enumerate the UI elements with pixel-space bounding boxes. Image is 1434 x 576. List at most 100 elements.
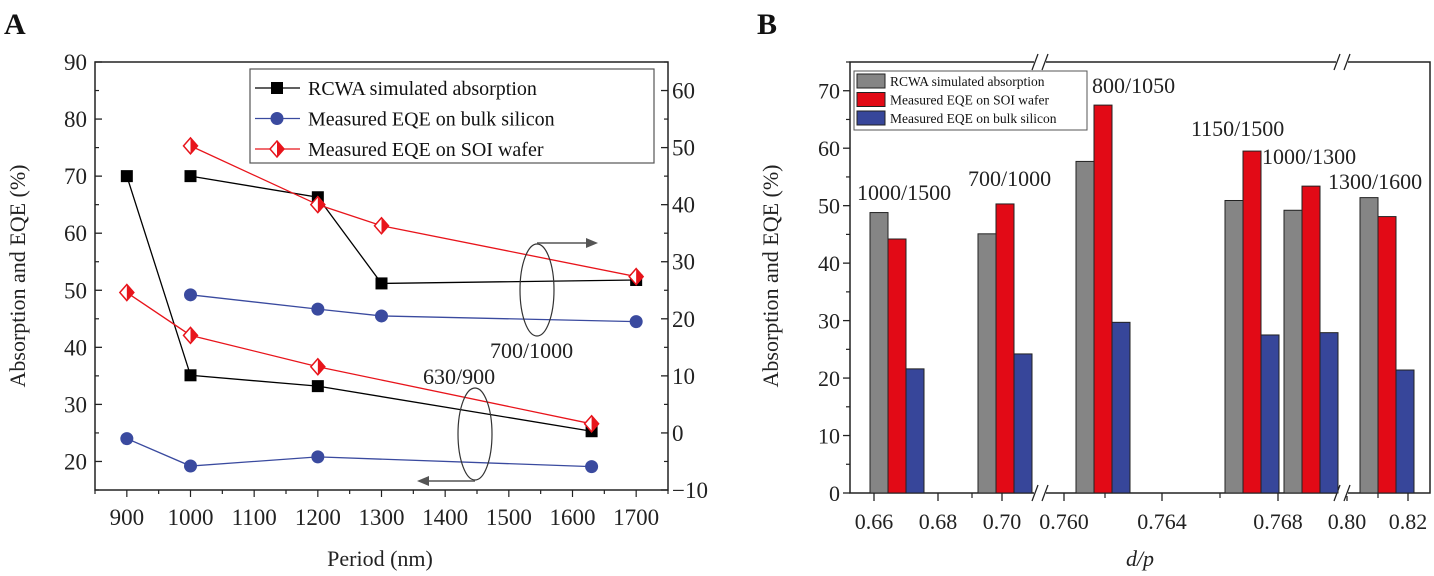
annotation-label: 700/1000 bbox=[490, 338, 573, 363]
panel-a-x-tick-label: 1700 bbox=[613, 505, 659, 530]
axis-break-mark bbox=[1041, 53, 1049, 71]
panel-b-legend bbox=[853, 70, 1088, 131]
axis-break-mark bbox=[1343, 484, 1351, 502]
panel-b-y-tick-label: 70 bbox=[818, 79, 840, 104]
legend-label: Measured EQE on bulk silicon bbox=[890, 111, 1057, 126]
circle-marker bbox=[311, 450, 325, 464]
panel-b-plot-frame bbox=[849, 61, 1431, 494]
axis-break-gap bbox=[1336, 490, 1348, 496]
series-line-rcwa bbox=[190, 175, 637, 285]
bar-soi bbox=[1301, 185, 1321, 494]
bar-rcwa bbox=[1283, 209, 1303, 494]
bar-soi bbox=[1242, 150, 1262, 494]
group-label: 800/1050 bbox=[1092, 73, 1175, 98]
legend-label: RCWA simulated absorption bbox=[308, 78, 537, 100]
panel-b-x-tick-label: 0.82 bbox=[1389, 509, 1428, 534]
panel-a-right-tick-label: −10 bbox=[672, 478, 708, 503]
axis-break-mark bbox=[1343, 53, 1351, 71]
series-line-bulk bbox=[126, 438, 592, 468]
legend-label: Measured EQE on SOI wafer bbox=[308, 139, 544, 161]
bar-rcwa bbox=[1224, 199, 1244, 494]
panel-a-y-axis-title: Absorption and EQE (%) bbox=[5, 164, 30, 387]
bar-rcwa bbox=[1075, 160, 1095, 494]
circle-marker bbox=[375, 309, 388, 323]
bar-rcwa bbox=[977, 233, 997, 494]
panel-label-a: A bbox=[4, 8, 26, 41]
panel-b-y-tick-label: 0 bbox=[829, 481, 840, 506]
legend-label: Measured EQE on SOI wafer bbox=[890, 93, 1049, 108]
half-diamond-marker-fill bbox=[126, 284, 134, 301]
square-marker bbox=[375, 277, 388, 290]
group-label: 1000/1300 bbox=[1262, 144, 1356, 169]
half-diamond-marker-fill bbox=[190, 137, 198, 154]
left-arrow-icon bbox=[417, 476, 429, 486]
panel-b-y-tick-label: 60 bbox=[818, 136, 840, 161]
panel-a-right-tick-label: 50 bbox=[672, 136, 695, 161]
panel-a-left-tick-label: 20 bbox=[64, 449, 87, 474]
right-arrow-icon bbox=[586, 238, 598, 248]
panel-a-right-tick-label: 60 bbox=[672, 79, 695, 104]
panel-a-x-tick-label: 900 bbox=[110, 505, 145, 530]
panel-a-left-tick-label: 40 bbox=[64, 335, 87, 360]
axis-break-gap bbox=[1336, 59, 1348, 65]
series-line-bulk bbox=[190, 294, 637, 323]
bar-bulk bbox=[1111, 321, 1131, 494]
series-line-rcwa bbox=[126, 175, 592, 432]
circle-marker bbox=[270, 112, 284, 125]
half-diamond-marker-fill bbox=[636, 268, 644, 285]
half-diamond-marker-fill bbox=[317, 358, 325, 375]
group-label: 1150/1500 bbox=[1191, 116, 1284, 141]
panel-a-x-tick-label: 1000 bbox=[168, 505, 214, 530]
square-marker bbox=[120, 170, 133, 183]
bar-bulk bbox=[1260, 334, 1280, 494]
axis-break-mark bbox=[1333, 53, 1341, 71]
panel-a-x-axis-title: Period (nm) bbox=[327, 546, 433, 571]
bar-soi bbox=[1377, 216, 1397, 494]
panel-a-left-tick-label: 50 bbox=[64, 278, 87, 303]
panel-a-x-tick-label: 1200 bbox=[295, 505, 341, 530]
half-diamond-marker-fill bbox=[317, 196, 325, 213]
bar-soi bbox=[1093, 104, 1113, 494]
panel-a-x-tick-label: 1600 bbox=[550, 505, 596, 530]
bar-bulk bbox=[1013, 353, 1033, 494]
square-marker bbox=[184, 170, 197, 183]
circle-marker bbox=[184, 459, 197, 473]
group-label: 1000/1500 bbox=[857, 180, 951, 205]
panel-a-x-tick-label: 1400 bbox=[422, 505, 468, 530]
panel-b-x-tick-label: 0.764 bbox=[1137, 509, 1187, 534]
circle-marker bbox=[184, 288, 197, 302]
panel-a-left-tick-label: 30 bbox=[64, 392, 87, 417]
series-line-soi bbox=[126, 292, 592, 425]
panel-a-left-tick-label: 60 bbox=[64, 221, 87, 246]
half-diamond-marker-fill bbox=[591, 415, 599, 432]
panel-a-x-tick-label: 1100 bbox=[232, 505, 277, 530]
circle-marker bbox=[585, 460, 599, 474]
bar-rcwa bbox=[1359, 197, 1379, 494]
panel-a-right-tick-label: 30 bbox=[672, 250, 695, 275]
legend-label: Measured EQE on bulk silicon bbox=[308, 109, 555, 131]
half-diamond-marker-fill bbox=[190, 327, 198, 344]
panel-b-x-tick-label: 0.760 bbox=[1039, 509, 1089, 534]
square-marker bbox=[311, 380, 324, 393]
legend-swatch-bulk bbox=[856, 110, 886, 126]
bar-bulk bbox=[1395, 369, 1415, 494]
axis-break-mark bbox=[1031, 53, 1039, 71]
series-line-soi bbox=[190, 145, 637, 278]
panel-a-right-tick-label: 20 bbox=[672, 307, 695, 332]
panel-a-x-tick-label: 1500 bbox=[486, 505, 532, 530]
group-ellipse-right-axis bbox=[519, 243, 555, 337]
panel-b-y-tick-label: 40 bbox=[818, 251, 840, 276]
panel-b-y-tick-label: 30 bbox=[818, 309, 840, 334]
circle-marker bbox=[629, 315, 643, 329]
square-marker bbox=[271, 82, 283, 94]
half-diamond-marker-fill bbox=[381, 217, 389, 234]
panel-b-x-tick-label: 0.80 bbox=[1328, 509, 1367, 534]
square-marker bbox=[184, 369, 197, 382]
bar-bulk bbox=[905, 368, 925, 494]
panel-a-left-tick-label: 80 bbox=[64, 107, 87, 132]
group-ellipse-left-axis bbox=[457, 387, 493, 481]
legend-swatch-rcwa bbox=[856, 73, 886, 89]
bar-soi bbox=[995, 203, 1015, 494]
